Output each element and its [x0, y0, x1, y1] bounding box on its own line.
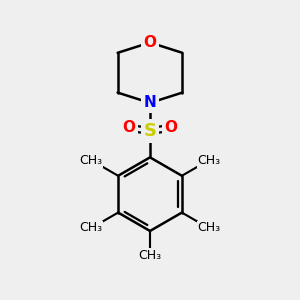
Text: CH₃: CH₃	[197, 154, 220, 167]
Text: CH₃: CH₃	[138, 249, 162, 262]
Text: S: S	[143, 122, 157, 140]
Text: N: N	[144, 95, 156, 110]
Text: O: O	[165, 120, 178, 135]
Text: CH₃: CH₃	[80, 221, 103, 234]
Text: O: O	[143, 35, 157, 50]
Text: CH₃: CH₃	[197, 221, 220, 234]
Text: CH₃: CH₃	[80, 154, 103, 167]
Text: O: O	[122, 120, 135, 135]
